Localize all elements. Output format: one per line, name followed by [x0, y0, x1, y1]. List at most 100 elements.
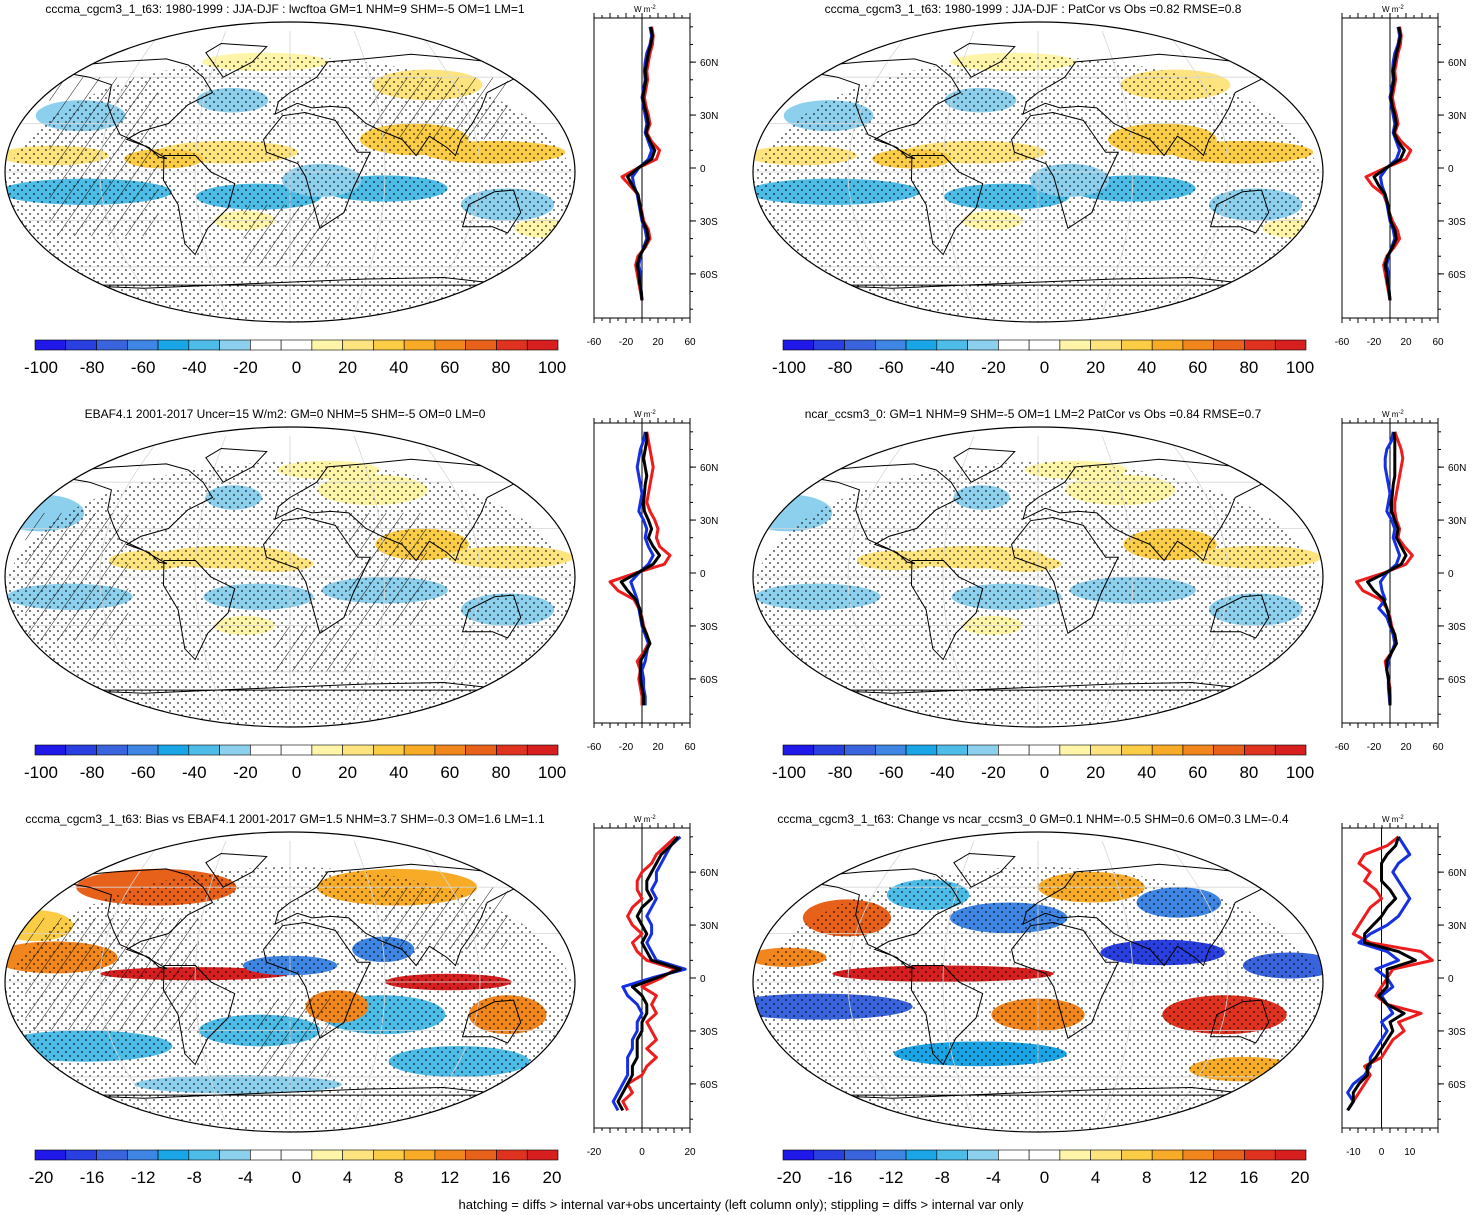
- colorbar-swatch: [782, 744, 815, 756]
- colorbar-tick-label: -100: [772, 763, 806, 782]
- profile-x-tick: -20: [619, 742, 634, 753]
- colorbar-tick-label: -8: [935, 1168, 950, 1187]
- profile-x-tick: -10: [1346, 1147, 1361, 1158]
- panel-title: EBAF4.1 2001-2017 Uncer=15 W/m2: GM=0 NH…: [85, 407, 486, 421]
- colorbar-tick-label: 16: [1239, 1168, 1258, 1187]
- panel-title: cccma_cgcm3_1_t63: Bias vs EBAF4.1 2001-…: [25, 812, 545, 826]
- profile-lat-tick: 30S: [1448, 622, 1466, 633]
- colorbar-tick-label: 80: [491, 763, 510, 782]
- profile-x-tick: -20: [1367, 742, 1382, 753]
- hatching: [243, 204, 331, 267]
- hatching: [348, 512, 427, 626]
- profile-lat-tick: 60S: [1448, 270, 1466, 281]
- hatching: [274, 625, 357, 672]
- colorbar-swatch: [65, 339, 97, 351]
- coastline: [819, 868, 962, 970]
- colorbar-tick-label: 12: [440, 1168, 459, 1187]
- colorbar-swatch: [280, 744, 313, 756]
- colorbar-tick-label: -60: [879, 358, 904, 377]
- colorbar-swatch: [96, 1149, 128, 1161]
- colorbar-swatch: [1059, 1149, 1091, 1161]
- colorbar: -100 -80 -60 -40 -20 0 20 40 60 80 100: [24, 744, 566, 782]
- profile-lat-tick: 0: [1448, 974, 1454, 985]
- colorbar-swatch: [813, 744, 845, 756]
- panel-title: cccma_cgcm3_1_t63: 1980-1999 : JJA-DJF :…: [825, 2, 1242, 16]
- colorbar-swatch: [280, 339, 313, 351]
- colorbar: -20 -16 -12 -8 -4 0 4 8 12 16 20: [777, 1149, 1309, 1187]
- colorbar-tick-label: 20: [1086, 763, 1105, 782]
- colorbar-swatch: [157, 1149, 190, 1161]
- coastline: [461, 594, 522, 639]
- colorbar-swatch: [905, 1149, 938, 1161]
- profile-x-tick: 10: [1404, 1147, 1416, 1158]
- profile-x-tick: 20: [684, 1147, 696, 1158]
- colorbar-tick-label: 20: [338, 763, 357, 782]
- profile-lat-tick: 60N: [700, 58, 718, 69]
- colorbar: -20 -16 -12 -8 -4 0 4 8 12 16 20: [29, 1149, 561, 1187]
- profile-x-tick: 60: [1432, 337, 1444, 348]
- colorbar-swatch: [1090, 339, 1122, 351]
- profile-lat-tick: 60S: [700, 1080, 718, 1091]
- colorbar-swatch: [1121, 1149, 1153, 1161]
- hatching: [49, 77, 158, 237]
- colorbar-swatch: [403, 1149, 436, 1161]
- zonal-profile: W m-2 -60 -20 20 60 60N 30N 0 30S 60S: [587, 5, 719, 348]
- colorbar-swatch: [1090, 744, 1122, 756]
- colorbar-tick-label: 8: [1142, 1168, 1151, 1187]
- colorbar-tick-label: 100: [538, 358, 566, 377]
- colorbar-swatch: [311, 1149, 343, 1161]
- profile-x-tick: 20: [1400, 337, 1412, 348]
- colorbar: -100 -80 -60 -40 -20 0 20 40 60 80 100: [772, 744, 1314, 782]
- colorbar-swatch: [434, 339, 467, 351]
- colorbar-swatch: [219, 1149, 251, 1161]
- colorbar-swatch: [1090, 1149, 1122, 1161]
- zonal-profile: W m-2 -60 -20 20 60 60N 30N 0 30S 60S: [587, 410, 719, 753]
- coastline: [1209, 594, 1270, 639]
- colorbar-swatch: [1028, 1149, 1061, 1161]
- colorbar-swatch: [157, 339, 190, 351]
- colorbar-tick-label: -20: [981, 358, 1006, 377]
- coastline: [910, 155, 984, 256]
- coastline: [274, 458, 520, 562]
- colorbar-swatch: [126, 339, 159, 351]
- profile-x-tick: 60: [1432, 742, 1444, 753]
- coastline: [205, 42, 268, 78]
- colorbar-swatch: [967, 1149, 999, 1161]
- profile-lat-tick: 30S: [1448, 217, 1466, 228]
- colorbar-tick-label: 60: [440, 763, 459, 782]
- colorbar-swatch: [496, 744, 528, 756]
- colorbar-tick-label: 4: [1091, 1168, 1100, 1187]
- coastline: [263, 112, 372, 230]
- colorbar-swatch: [342, 339, 374, 351]
- colorbar-swatch: [96, 339, 128, 351]
- colorbar-tick-label: 100: [538, 763, 566, 782]
- coastline: [910, 965, 984, 1066]
- colorbar-tick-label: 0: [292, 358, 301, 377]
- colorbar-swatch: [526, 1149, 559, 1161]
- profile-series-black: [1346, 836, 1417, 1112]
- colorbar-tick-label: -4: [238, 1168, 253, 1187]
- colorbar-tick-label: -60: [131, 763, 156, 782]
- profile-lat-tick: 30S: [700, 1027, 718, 1038]
- colorbar-tick-label: -80: [80, 763, 105, 782]
- profile-lat-tick: 30S: [1448, 1027, 1466, 1038]
- colorbar-swatch: [465, 744, 497, 756]
- colorbar-tick-label: -20: [777, 1168, 802, 1187]
- profile-lat-tick: 0: [700, 974, 706, 985]
- coastline: [1011, 922, 1120, 1040]
- colorbar-tick-label: -60: [879, 763, 904, 782]
- profile-lat-tick: 0: [1448, 164, 1454, 175]
- colorbar-tick-label: 40: [1137, 763, 1156, 782]
- colorbar-tick-label: 4: [343, 1168, 352, 1187]
- colorbar-swatch: [250, 744, 282, 756]
- colorbar-swatch: [1213, 1149, 1245, 1161]
- zonal-profile: W m-2 -20 0 20 60N 30N 0 30S 60S: [587, 815, 719, 1158]
- colorbar-swatch: [219, 339, 251, 351]
- coastline: [274, 863, 520, 967]
- profile-lat-tick: 30N: [1448, 921, 1466, 932]
- colorbar-swatch: [1059, 339, 1091, 351]
- colorbar-swatch: [1151, 744, 1184, 756]
- hatching: [258, 998, 331, 1077]
- colorbar-swatch: [844, 339, 876, 351]
- colorbar-swatch: [403, 744, 436, 756]
